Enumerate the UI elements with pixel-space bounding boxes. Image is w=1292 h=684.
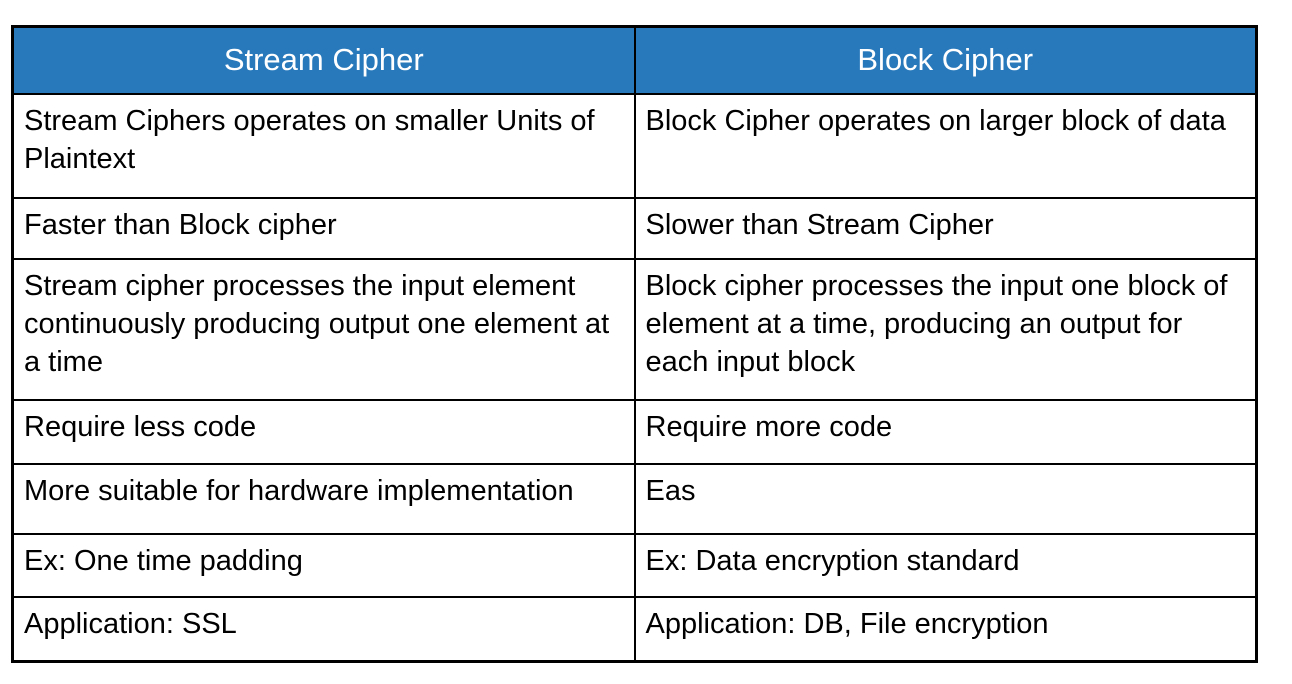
column-header-stream-cipher: Stream Cipher xyxy=(11,25,636,95)
table-cell: Ex: One time padding xyxy=(11,532,636,598)
table-row: Faster than Block cipher Slower than Str… xyxy=(11,196,1258,260)
table-row: Stream cipher processes the input elemen… xyxy=(11,257,1258,401)
table-row: Require less code Require more code xyxy=(11,398,1258,465)
table-cell: Ex: Data encryption standard xyxy=(633,532,1258,598)
column-header-block-cipher: Block Cipher xyxy=(633,25,1258,95)
table-cell: More suitable for hardware implementatio… xyxy=(11,462,636,535)
table-row: Ex: One time padding Ex: Data encryption… xyxy=(11,532,1258,598)
table-cell: Application: DB, File encryption xyxy=(633,595,1258,663)
table-row: More suitable for hardware implementatio… xyxy=(11,462,1258,535)
table-cell: Block cipher processes the input one blo… xyxy=(633,257,1258,401)
table-cell: Application: SSL xyxy=(11,595,636,663)
table-row: Application: SSL Application: DB, File e… xyxy=(11,595,1258,663)
cipher-comparison-table: Stream Cipher Block Cipher Stream Cipher… xyxy=(11,25,1258,663)
table-cell: Eas xyxy=(633,462,1258,535)
table-cell: Stream Ciphers operates on smaller Units… xyxy=(11,92,636,199)
table-cell: Stream cipher processes the input elemen… xyxy=(11,257,636,401)
table-row: Stream Ciphers operates on smaller Units… xyxy=(11,92,1258,199)
table-cell: Block Cipher operates on larger block of… xyxy=(633,92,1258,199)
header-row: Stream Cipher Block Cipher xyxy=(11,25,1258,95)
table-cell: Require less code xyxy=(11,398,636,465)
table-cell: Slower than Stream Cipher xyxy=(633,196,1258,260)
table-cell: Faster than Block cipher xyxy=(11,196,636,260)
table-cell: Require more code xyxy=(633,398,1258,465)
